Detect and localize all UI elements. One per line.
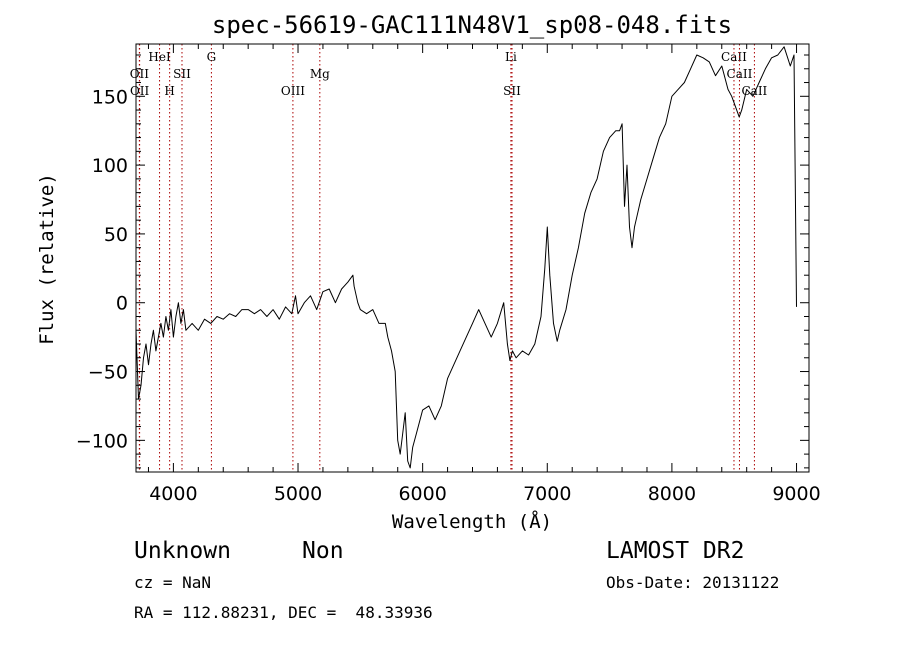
marker-label: CaII: [741, 84, 767, 98]
marker-label: CaII: [721, 50, 747, 64]
object-subclass: Non: [302, 538, 344, 564]
marker-label: OII: [130, 84, 150, 98]
y-tick-label: −50: [88, 362, 128, 384]
marker-label: OII: [130, 67, 150, 81]
marker-label: Li: [505, 50, 517, 64]
redshift-readout: cz = NaN: [134, 573, 212, 592]
y-axis: −100 −50 0 50 100 150: [76, 54, 809, 469]
survey-name: LAMOST DR2: [606, 538, 745, 564]
x-tick-label: 5000: [274, 483, 322, 505]
x-axis: 4000 5000 6000 7000 8000 9000: [147, 44, 821, 505]
y-tick-label: 100: [92, 155, 128, 177]
x-tick-label: 8000: [648, 483, 696, 505]
y-tick-label: 50: [104, 224, 128, 246]
x-tick-label: 4000: [149, 483, 197, 505]
emission-line-markers: OII OII HeI H SII G OIII Mg Li SII CaII CaII CaII: [130, 44, 768, 472]
x-tick-label: 9000: [772, 483, 820, 505]
y-tick-label: 0: [116, 293, 128, 315]
spectrum-series: [136, 46, 797, 469]
x-tick-label: 6000: [398, 483, 446, 505]
y-tick-label: −100: [76, 430, 128, 452]
observation-date: Obs-Date: 20131122: [606, 573, 780, 592]
chart-title: spec-56619-GAC111N48V1_sp08-048.fits: [212, 11, 732, 39]
marker-label: Mg: [310, 67, 330, 81]
marker-label: SII: [503, 84, 521, 98]
marker-label: H: [164, 84, 174, 98]
x-axis-label: Wavelength (Å): [392, 510, 552, 533]
y-axis-label: Flux (relative): [36, 173, 58, 345]
marker-label: HeI: [148, 50, 171, 64]
marker-label: G: [207, 50, 217, 64]
coordinates-readout: RA = 112.88231, DEC = 48.33936: [134, 603, 433, 622]
marker-label: SII: [173, 67, 191, 81]
object-class: Unknown: [134, 538, 231, 564]
spectrum-line: [136, 46, 797, 469]
x-tick-label: 7000: [523, 483, 571, 505]
plot-frame: [135, 43, 810, 473]
marker-label: OIII: [281, 84, 305, 98]
marker-label: CaII: [727, 67, 753, 81]
y-tick-label: 150: [92, 86, 128, 108]
